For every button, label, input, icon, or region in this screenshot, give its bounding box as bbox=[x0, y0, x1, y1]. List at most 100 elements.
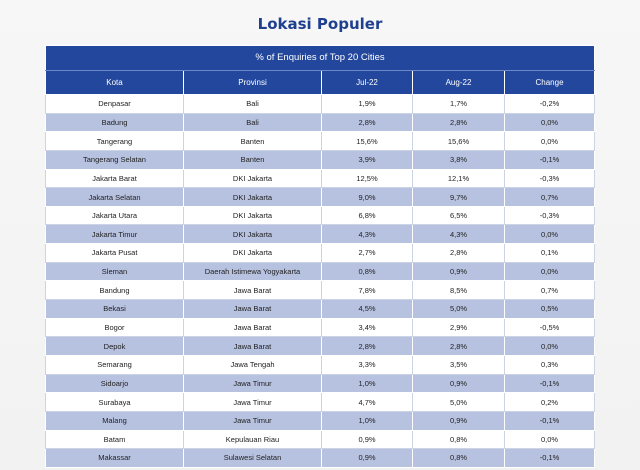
cell-change: 0,7% bbox=[503, 187, 596, 207]
cell-jul-22: 1,0% bbox=[321, 410, 413, 431]
cell-provinsi: Jawa Timur bbox=[183, 410, 322, 431]
cell-change: 0,2% bbox=[503, 392, 596, 412]
table-row: Jakarta Pusat DKI Jakarta 2,7% 2,8% 0,1% bbox=[45, 243, 596, 263]
table-row: Batam Kepulauan Riau 0,9% 0,8% 0,0% bbox=[45, 429, 596, 450]
cell-provinsi: Kepulauan Riau bbox=[183, 429, 322, 450]
table-row: Semarang Jawa Tengah 3,3% 3,5% 0,3% bbox=[45, 354, 596, 375]
cell-kota: Jakarta Barat bbox=[45, 168, 184, 189]
table-row: Surabaya Jawa Timur 4,7% 5,0% 0,2% bbox=[45, 392, 596, 412]
table-row: Malang Jawa Timur 1,0% 0,9% -0,1% bbox=[45, 410, 596, 431]
cell-aug-22: 0,8% bbox=[412, 448, 505, 468]
cell-jul-22: 3,4% bbox=[321, 317, 413, 338]
cell-jul-22: 3,3% bbox=[321, 354, 413, 375]
column-header-aug-22: Aug-22 bbox=[412, 69, 505, 95]
cell-jul-22: 9,0% bbox=[321, 187, 413, 207]
table-header-row: Kota Provinsi Jul-22 Aug-22 Change bbox=[45, 69, 596, 95]
cell-change: 0,0% bbox=[503, 112, 596, 133]
cell-change: 0,0% bbox=[503, 429, 596, 450]
table-row: Depok Jawa Barat 2,8% 2,8% 0,0% bbox=[45, 336, 596, 356]
cell-change: 0,3% bbox=[503, 354, 596, 375]
cell-aug-22: 8,5% bbox=[412, 280, 505, 301]
cell-jul-22: 0,8% bbox=[321, 261, 413, 282]
cell-change: 0,1% bbox=[503, 243, 596, 263]
cell-provinsi: Bali bbox=[183, 112, 322, 133]
cell-aug-22: 3,8% bbox=[412, 149, 505, 170]
cell-jul-22: 2,7% bbox=[321, 243, 413, 263]
cell-aug-22: 5,0% bbox=[412, 392, 505, 412]
cell-change: -0,1% bbox=[503, 149, 596, 170]
cell-jul-22: 6,8% bbox=[321, 205, 413, 226]
table-row: Jakarta Barat DKI Jakarta 12,5% 12,1% -0,3% bbox=[45, 168, 596, 189]
table-row: Tangerang Selatan Banten 3,9% 3,8% -0,1% bbox=[45, 149, 596, 170]
cities-table: % of Enquiries of Top 20 Cities Kota Pro… bbox=[44, 45, 596, 468]
cell-provinsi: DKI Jakarta bbox=[183, 224, 322, 245]
column-header-jul-22: Jul-22 bbox=[321, 69, 413, 95]
cell-provinsi: DKI Jakarta bbox=[183, 168, 322, 189]
cell-jul-22: 1,0% bbox=[321, 373, 413, 394]
cell-kota: Depok bbox=[45, 336, 184, 356]
cell-aug-22: 0,9% bbox=[412, 410, 505, 431]
cell-jul-22: 4,7% bbox=[321, 392, 413, 412]
cell-jul-22: 7,8% bbox=[321, 280, 413, 301]
cell-aug-22: 1,7% bbox=[412, 94, 505, 114]
column-header-kota: Kota bbox=[45, 69, 184, 95]
table-caption-row: % of Enquiries of Top 20 Cities bbox=[44, 45, 596, 71]
cell-provinsi: Bali bbox=[183, 94, 322, 114]
cell-kota: Jakarta Timur bbox=[45, 224, 184, 245]
cell-kota: Sidoarjo bbox=[45, 373, 184, 394]
cell-provinsi: Sulawesi Selatan bbox=[183, 448, 322, 468]
cell-aug-22: 2,8% bbox=[412, 243, 505, 263]
page-title: Lokasi Populer bbox=[257, 15, 383, 33]
cell-aug-22: 0,9% bbox=[412, 373, 505, 394]
cell-jul-22: 3,9% bbox=[321, 149, 413, 170]
cell-change: 0,0% bbox=[503, 336, 596, 356]
cell-change: -0,3% bbox=[503, 205, 596, 226]
table-row: Bogor Jawa Barat 3,4% 2,9% -0,5% bbox=[45, 317, 596, 338]
table-row: Jakarta Utara DKI Jakarta 6,8% 6,5% -0,3% bbox=[45, 205, 596, 226]
cell-jul-22: 0,9% bbox=[321, 448, 413, 468]
column-header-change: Change bbox=[503, 69, 596, 95]
cell-kota: Tangerang Selatan bbox=[45, 149, 184, 170]
cell-aug-22: 0,8% bbox=[412, 429, 505, 450]
cell-jul-22: 4,3% bbox=[321, 224, 413, 245]
cell-provinsi: Jawa Barat bbox=[183, 280, 322, 301]
cell-change: -0,1% bbox=[503, 410, 596, 431]
cell-change: -0,1% bbox=[503, 373, 596, 394]
cell-jul-22: 4,5% bbox=[321, 299, 413, 319]
cell-aug-22: 2,8% bbox=[412, 336, 505, 356]
cell-aug-22: 2,9% bbox=[412, 317, 505, 338]
table-row: Jakarta Timur DKI Jakarta 4,3% 4,3% 0,0% bbox=[45, 224, 596, 245]
cell-aug-22: 3,5% bbox=[412, 354, 505, 375]
cell-provinsi: Banten bbox=[183, 149, 322, 170]
cell-change: 0,0% bbox=[503, 131, 596, 151]
cell-change: -0,5% bbox=[503, 317, 596, 338]
cell-provinsi: DKI Jakarta bbox=[183, 205, 322, 226]
table-row: Tangerang Banten 15,6% 15,6% 0,0% bbox=[45, 131, 596, 151]
cell-kota: Malang bbox=[45, 410, 184, 431]
cell-kota: Denpasar bbox=[45, 94, 184, 114]
cell-jul-22: 2,8% bbox=[321, 336, 413, 356]
cell-aug-22: 9,7% bbox=[412, 187, 505, 207]
cell-jul-22: 12,5% bbox=[321, 168, 413, 189]
cell-change: -0,1% bbox=[503, 448, 596, 468]
cell-kota: Bogor bbox=[45, 317, 184, 338]
cell-jul-22: 15,6% bbox=[321, 131, 413, 151]
cell-change: -0,2% bbox=[503, 94, 596, 114]
cell-jul-22: 1,9% bbox=[321, 94, 413, 114]
table-row: Badung Bali 2,8% 2,8% 0,0% bbox=[45, 112, 596, 133]
cell-change: 0,5% bbox=[503, 299, 596, 319]
cell-provinsi: Jawa Tengah bbox=[183, 354, 322, 375]
table-body: Denpasar Bali 1,9% 1,7% -0,2% Badung Bali 2,8% 2… bbox=[45, 94, 596, 468]
table-caption: % of Enquiries of Top 20 Cities bbox=[44, 45, 596, 71]
cell-kota: Bandung bbox=[45, 280, 184, 301]
cell-kota: Badung bbox=[45, 112, 184, 133]
cell-kota: Jakarta Utara bbox=[45, 205, 184, 226]
table-row: Denpasar Bali 1,9% 1,7% -0,2% bbox=[45, 94, 596, 114]
cell-provinsi: Jawa Timur bbox=[183, 373, 322, 394]
cell-kota: Jakarta Selatan bbox=[45, 187, 184, 207]
table-row: Bekasi Jawa Barat 4,5% 5,0% 0,5% bbox=[45, 299, 596, 319]
cell-provinsi: DKI Jakarta bbox=[183, 243, 322, 263]
table-row: Jakarta Selatan DKI Jakarta 9,0% 9,7% 0,7% bbox=[45, 187, 596, 207]
cell-kota: Bekasi bbox=[45, 299, 184, 319]
